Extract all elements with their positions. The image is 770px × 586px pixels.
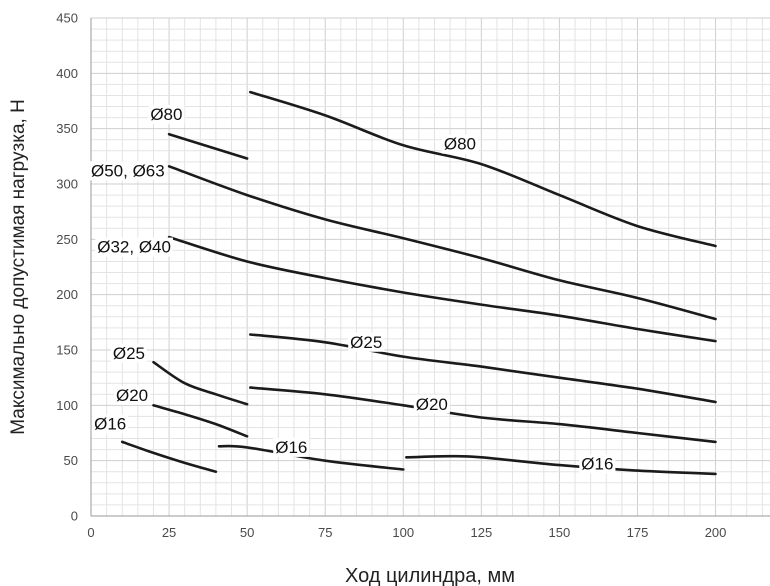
series-label-9: Ø16 [94,415,126,434]
y-tick-label: 250 [56,232,78,247]
x-tick-label: 200 [705,525,727,540]
series-label-bg [95,237,173,257]
series-line-5 [152,360,249,406]
x-tick-label: 125 [470,525,492,540]
x-tick-label: 100 [392,525,414,540]
y-tick-label: 200 [56,287,78,302]
y-axis-title: Максимально допустимая нагрузка, Н [8,99,29,435]
series-line-0 [167,132,249,160]
series-label-bg [89,161,167,181]
x-tick-label: 150 [549,525,571,540]
series-label-bg [579,454,616,474]
series-label-bg [110,343,147,363]
x-tick-label: 75 [318,525,332,540]
series-label-bg [92,414,129,434]
x-tick-label: 25 [162,525,176,540]
series-line-3 [167,235,717,343]
y-tick-label: 0 [71,509,78,524]
grid [90,17,770,517]
x-tick-label: 0 [87,525,94,540]
y-tick-label: 100 [56,398,78,413]
series-label-10: Ø16 [581,455,613,474]
series-label-3: Ø32, Ø40 [97,238,171,257]
series-label-2: Ø50, Ø63 [91,161,165,180]
series-label-bg [413,394,450,414]
y-tick-label: 300 [56,177,78,192]
y-tick-labels: 0 50 100 150 200 250 300 350 400 450 [56,11,78,524]
series-label-bg [148,104,185,124]
x-axis-title: Ход цилиндра, мм [345,565,515,586]
axes [90,18,770,517]
series-label-4: Ø25 [350,333,382,352]
series-label-0: Ø80 [150,105,182,124]
series-line-7 [152,404,249,438]
x-tick-label: 175 [627,525,649,540]
y-tick-label: 350 [56,121,78,136]
series-label-1: Ø80 [444,135,476,154]
series-label-bg [113,385,151,405]
y-tick-label: 400 [56,66,78,81]
series-line-4 [249,333,717,404]
series-line-1 [249,90,717,248]
y-tick-label: 450 [56,11,78,26]
series-label-bg [348,332,385,352]
series-label-8: Ø16 [275,438,307,457]
series-line-9 [120,440,218,473]
series-labels: Ø80 Ø80 Ø50, Ø63 Ø32, Ø40 Ø25 Ø25 Ø20 Ø20 Ø16 Ø16… [89,104,616,474]
series-label-bg [273,437,310,457]
x-tick-label: 50 [240,525,254,540]
series-line-2 [167,165,717,321]
series-label-7: Ø20 [116,386,148,405]
series-label-bg [441,134,479,154]
y-tick-label: 150 [56,343,78,358]
series-label-5: Ø25 [113,344,145,363]
series-line-6 [249,386,717,444]
x-tick-labels: 0 25 50 75 100 125 150 175 200 [87,525,726,540]
series-label-6: Ø20 [416,395,448,414]
y-tick-label: 50 [64,453,78,468]
series-line-10 [405,454,717,476]
